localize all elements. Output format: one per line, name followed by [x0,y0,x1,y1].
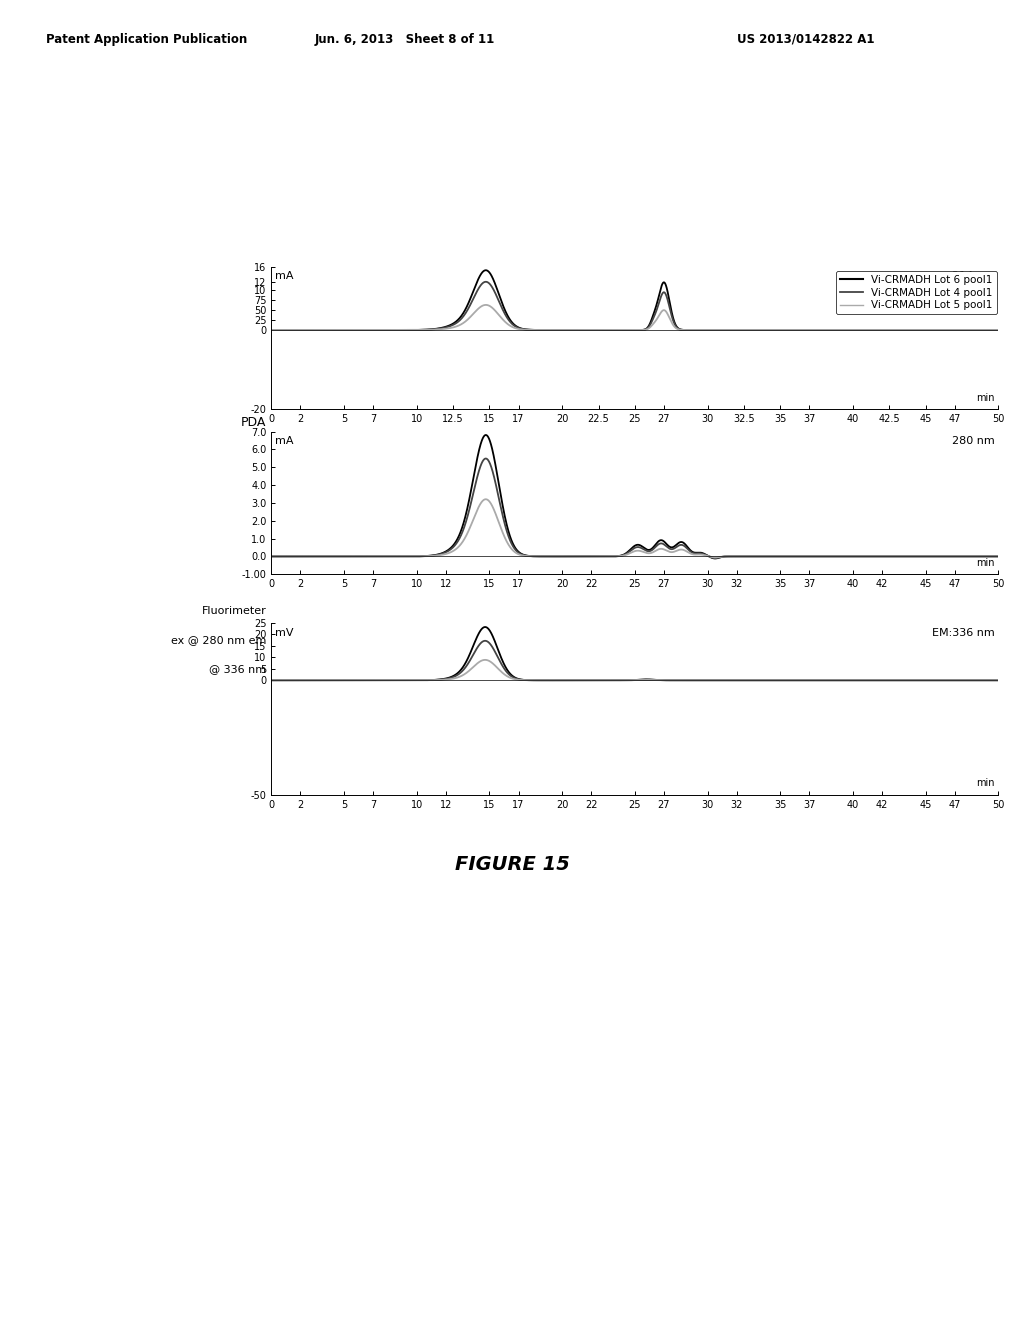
Text: PDA: PDA [241,416,266,429]
Text: Jun. 6, 2013   Sheet 8 of 11: Jun. 6, 2013 Sheet 8 of 11 [314,33,495,46]
Legend: Vi-CRMADH Lot 6 pool1, Vi-CRMADH Lot 4 pool1, Vi-CRMADH Lot 5 pool1: Vi-CRMADH Lot 6 pool1, Vi-CRMADH Lot 4 p… [836,271,997,314]
Text: mA: mA [275,271,294,281]
Text: mV: mV [275,628,294,638]
Text: ex @ 280 nm em: ex @ 280 nm em [171,635,266,645]
Text: 280 nm: 280 nm [952,436,994,446]
Text: @ 336 nm: @ 336 nm [209,664,266,675]
Text: US 2013/0142822 A1: US 2013/0142822 A1 [737,33,874,46]
Text: Patent Application Publication: Patent Application Publication [46,33,248,46]
Text: Fluorimeter: Fluorimeter [202,606,266,616]
Text: 214 nm: 214 nm [952,271,994,281]
Text: min: min [976,558,994,569]
Text: min: min [976,777,994,788]
Text: FIGURE 15: FIGURE 15 [455,855,569,874]
Text: min: min [976,393,994,404]
Text: mA: mA [275,436,294,446]
Text: EM:336 nm: EM:336 nm [932,628,994,638]
